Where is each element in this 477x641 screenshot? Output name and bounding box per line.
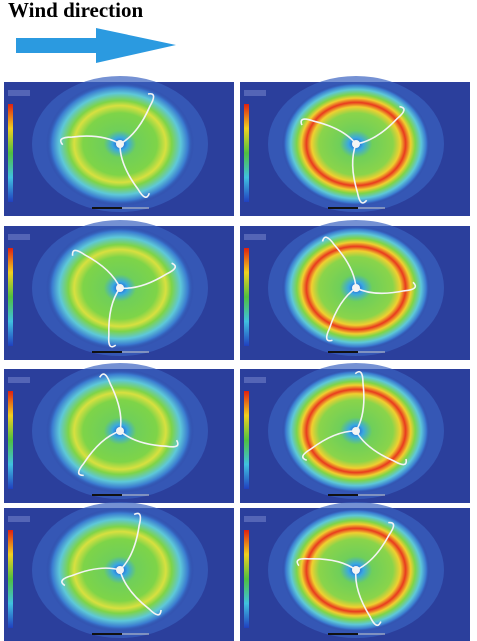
wind-arrow — [16, 28, 176, 63]
legend-header — [244, 516, 266, 522]
blade — [355, 281, 417, 295]
color-bar — [244, 530, 249, 628]
contour-panel — [240, 363, 470, 503]
color-bar — [244, 104, 249, 202]
hub — [116, 140, 124, 148]
contour-panel — [4, 363, 234, 503]
blade — [355, 521, 395, 571]
blade — [77, 430, 121, 477]
color-bar — [8, 530, 13, 628]
blade — [107, 287, 121, 348]
legend-header — [8, 90, 30, 96]
blade — [119, 143, 151, 198]
blade — [119, 92, 155, 145]
blade — [119, 569, 162, 616]
blade — [59, 135, 121, 146]
legend-header — [244, 90, 266, 96]
hub — [116, 566, 124, 574]
contour-panel — [240, 220, 470, 360]
legend-header — [8, 377, 30, 383]
contour-panel — [240, 502, 470, 641]
contour-panel — [4, 502, 234, 641]
blade — [355, 105, 405, 145]
hub — [352, 284, 360, 292]
blade — [351, 143, 368, 204]
panels — [4, 76, 470, 641]
color-bar — [244, 248, 249, 346]
hub — [116, 427, 124, 435]
blade — [61, 567, 121, 587]
color-bar — [8, 248, 13, 346]
contour-panel — [4, 220, 234, 360]
blade — [119, 430, 179, 448]
color-bar — [8, 391, 13, 489]
blade — [300, 118, 357, 145]
hub — [352, 140, 360, 148]
blade — [355, 430, 408, 466]
legend-header — [8, 516, 30, 522]
blade — [296, 557, 357, 571]
color-bar — [244, 391, 249, 489]
blade — [321, 236, 357, 289]
hub — [116, 284, 124, 292]
blade — [302, 430, 357, 462]
legend-header — [8, 234, 30, 240]
hub — [352, 566, 360, 574]
blade — [119, 512, 142, 571]
color-bar — [8, 104, 13, 202]
legend-header — [244, 377, 266, 383]
contour-panel — [240, 76, 470, 216]
contour-panel — [4, 76, 234, 216]
hub — [352, 427, 360, 435]
blade — [119, 262, 177, 290]
blade — [325, 287, 357, 342]
title: Wind direction — [8, 0, 143, 22]
blade — [71, 249, 121, 289]
blade — [98, 373, 122, 432]
blade — [354, 370, 365, 432]
legend-header — [244, 234, 266, 240]
blade — [354, 569, 382, 627]
